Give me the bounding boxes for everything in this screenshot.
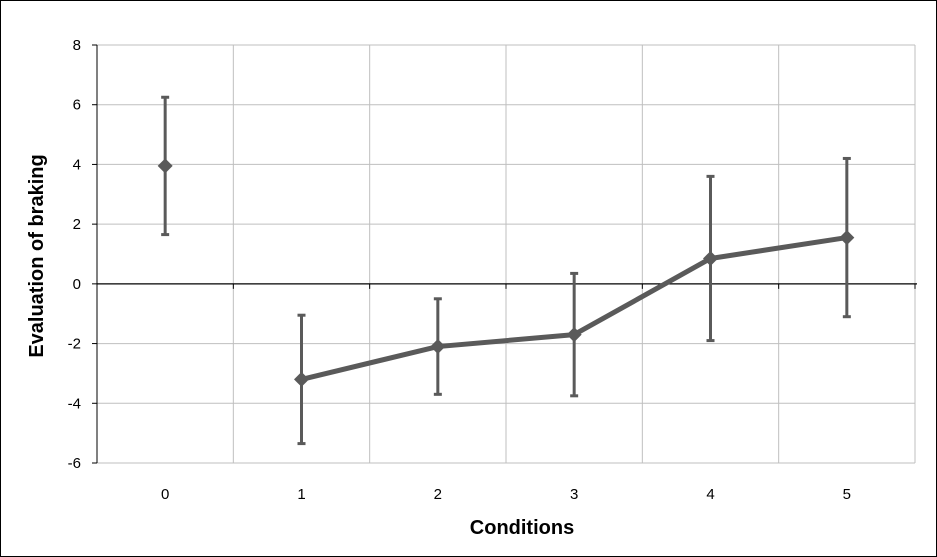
y-tick-label: -2 — [68, 336, 81, 353]
data-point-marker — [703, 250, 718, 266]
x-tick-label: 1 — [297, 486, 305, 503]
x-tick-label: 4 — [706, 486, 714, 503]
grid-layer — [97, 44, 916, 464]
y-tick-label: 0 — [73, 276, 81, 293]
y-tick-label: 4 — [73, 156, 81, 173]
x-tick-label: 3 — [570, 486, 578, 503]
y-tick-label: 8 — [73, 37, 81, 54]
y-tick-label: -6 — [68, 455, 81, 472]
axis-layer — [92, 44, 917, 464]
x-axis-title: Conditions — [470, 517, 574, 539]
data-point-marker — [430, 339, 446, 355]
label-layer: -6 -4 -2 0 2 4 6 8 0 1 2 3 4 5 — [68, 37, 851, 503]
y-tick-label: -4 — [68, 395, 81, 412]
y-axis-title: Evaluation of braking — [26, 154, 48, 357]
series-layer — [157, 95, 855, 446]
data-point-marker — [566, 327, 582, 343]
data-point-marker — [294, 371, 309, 387]
y-tick-label: 6 — [73, 97, 81, 114]
y-tick-label: 2 — [73, 216, 81, 233]
x-tick-label: 2 — [434, 486, 442, 503]
x-tick-label: 0 — [161, 486, 169, 503]
data-point-marker — [157, 158, 173, 174]
x-tick-label: 5 — [843, 486, 851, 503]
data-point-marker — [839, 230, 855, 246]
